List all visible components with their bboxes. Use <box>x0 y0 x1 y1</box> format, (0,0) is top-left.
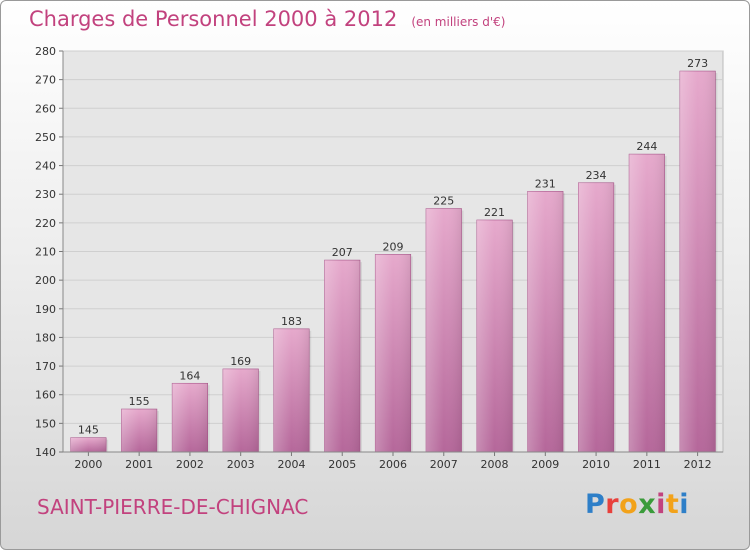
logo-letter: t <box>665 489 680 520</box>
x-tick-label: 2010 <box>582 458 610 471</box>
y-tick-label: 200 <box>35 274 56 287</box>
data-label: 207 <box>332 246 353 259</box>
data-label: 209 <box>383 240 404 253</box>
bar-highlight <box>679 71 716 453</box>
proxiti-logo: Proxiti <box>585 489 689 520</box>
data-label: 169 <box>230 355 251 368</box>
x-tick-label: 2008 <box>481 458 509 471</box>
y-tick-label: 280 <box>35 45 56 58</box>
x-tick-label: 2003 <box>227 458 255 471</box>
x-tick-label: 2012 <box>684 458 712 471</box>
x-tick-label: 2009 <box>531 458 559 471</box>
bar-highlight <box>70 437 107 452</box>
y-tick-label: 240 <box>35 160 56 173</box>
y-tick-label: 140 <box>35 446 56 459</box>
y-tick-label: 220 <box>35 217 56 230</box>
bar-highlight <box>324 260 360 452</box>
data-label: 234 <box>586 169 607 182</box>
x-tick-label: 2004 <box>277 458 305 471</box>
x-tick-label: 2006 <box>379 458 407 471</box>
logo-letter: o <box>619 489 639 520</box>
logo-letter: i <box>679 489 690 520</box>
y-tick-label: 190 <box>35 303 56 316</box>
data-label: 183 <box>281 315 302 328</box>
logo-letter: i <box>656 489 666 520</box>
x-tick-label: 2007 <box>430 458 458 471</box>
x-tick-label: 2005 <box>328 458 356 471</box>
bars: 145 155 164 169 183 207 209 225 221 231 234 244 273 <box>70 57 718 453</box>
bar-highlight <box>222 368 259 452</box>
chart-subtitle: (en milliers d'€) <box>411 15 506 29</box>
y-tick-label: 270 <box>35 74 56 87</box>
chart-title-text: Charges de Personnel 2000 à 2012 <box>29 7 398 31</box>
y-tick-label: 150 <box>35 417 56 430</box>
y-tick-label: 170 <box>35 360 56 373</box>
y-tick-label: 250 <box>35 131 56 144</box>
chart-title: Charges de Personnel 2000 à 2012 (en mill… <box>29 7 505 31</box>
logo-letter: P <box>585 489 606 520</box>
data-label: 273 <box>687 57 708 70</box>
x-axis: 2000 2001 2002 2003 2004 2005 2006 2007 2008 2009… <box>63 451 723 471</box>
x-tick-label: 2002 <box>176 458 204 471</box>
x-tick-label: 2011 <box>633 458 661 471</box>
y-tick-label: 230 <box>35 188 56 201</box>
bar-highlight <box>172 383 208 452</box>
data-label: 145 <box>78 424 99 437</box>
y-axis: 140 150 160 170 180 190 200 210 220 230 240 250 260 2… <box>35 45 64 459</box>
data-label: 231 <box>535 177 556 190</box>
logo-letter: x <box>638 489 657 520</box>
bar-highlight <box>273 328 310 452</box>
data-label: 221 <box>484 206 505 219</box>
y-tick-label: 260 <box>35 102 56 115</box>
x-tick-label: 2000 <box>74 458 102 471</box>
bar-highlight <box>375 254 411 452</box>
bar-highlight <box>629 154 665 452</box>
bar-highlight <box>527 191 564 452</box>
y-tick-label: 210 <box>35 246 56 259</box>
commune-name: SAINT-PIERRE-DE-CHIGNAC <box>37 495 309 519</box>
data-label: 225 <box>433 195 454 208</box>
bar-highlight <box>426 208 462 452</box>
data-label: 155 <box>129 395 150 408</box>
y-tick-label: 160 <box>35 389 56 402</box>
bar-highlight <box>578 182 614 452</box>
logo-letter: r <box>605 489 620 520</box>
y-tick-label: 180 <box>35 331 56 344</box>
bar-highlight <box>476 219 513 452</box>
bar-highlight <box>121 409 157 452</box>
data-label: 244 <box>636 140 657 153</box>
data-label: 164 <box>179 369 200 382</box>
x-tick-label: 2001 <box>125 458 153 471</box>
